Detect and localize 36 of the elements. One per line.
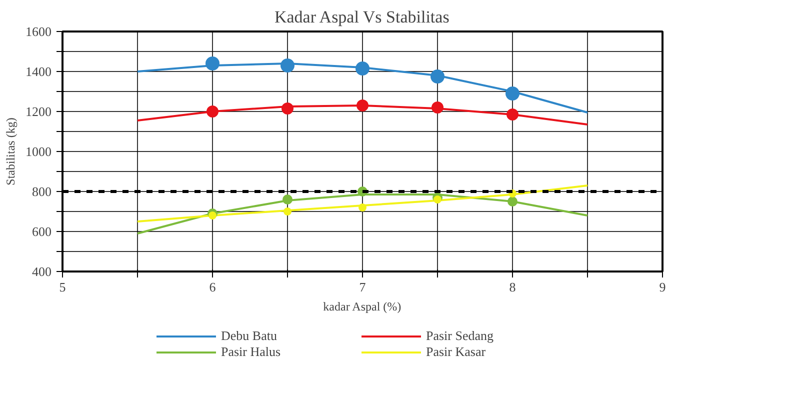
line-series — [136, 184, 588, 222]
point — [282, 102, 294, 114]
legend-label: Pasir Sedang — [426, 328, 495, 344]
y-tick-label: 800 — [32, 184, 52, 199]
point — [358, 204, 366, 212]
y-tick-label: 400 — [32, 264, 52, 279]
x-tick-label: 8 — [509, 280, 516, 294]
point — [434, 196, 442, 204]
point — [506, 86, 520, 100]
y-tick-label: 1400 — [26, 64, 52, 79]
point — [284, 208, 292, 216]
point — [206, 106, 218, 118]
legend-label: Pasir Kasar — [426, 344, 487, 360]
x-tick-label: 5 — [59, 280, 66, 294]
point — [506, 108, 518, 120]
y-tick-label: 600 — [32, 224, 52, 239]
x-axis-title: kadar Aspal (%) — [323, 300, 402, 314]
point — [282, 194, 292, 204]
point — [206, 56, 220, 70]
y-tick-label: 1200 — [26, 104, 52, 119]
y-tick-label: 1600 — [26, 24, 52, 39]
chart-title: Kadar Aspal Vs Stabilitas — [274, 8, 450, 26]
legend-label: Debu Batu — [221, 328, 278, 344]
point — [280, 58, 294, 72]
point — [356, 100, 368, 112]
legend-label: Pasir Halus — [221, 344, 282, 360]
x-tick-label: 6 — [209, 280, 216, 294]
x-tick-label: 7 — [359, 280, 366, 294]
point — [432, 102, 444, 114]
point — [356, 62, 370, 76]
point — [430, 70, 444, 84]
point — [208, 212, 216, 220]
point — [508, 196, 518, 206]
y-axis-title: Stabilitas (kg) — [4, 118, 18, 186]
y-tick-label: 1000 — [26, 144, 52, 159]
x-tick-label: 9 — [659, 280, 666, 294]
